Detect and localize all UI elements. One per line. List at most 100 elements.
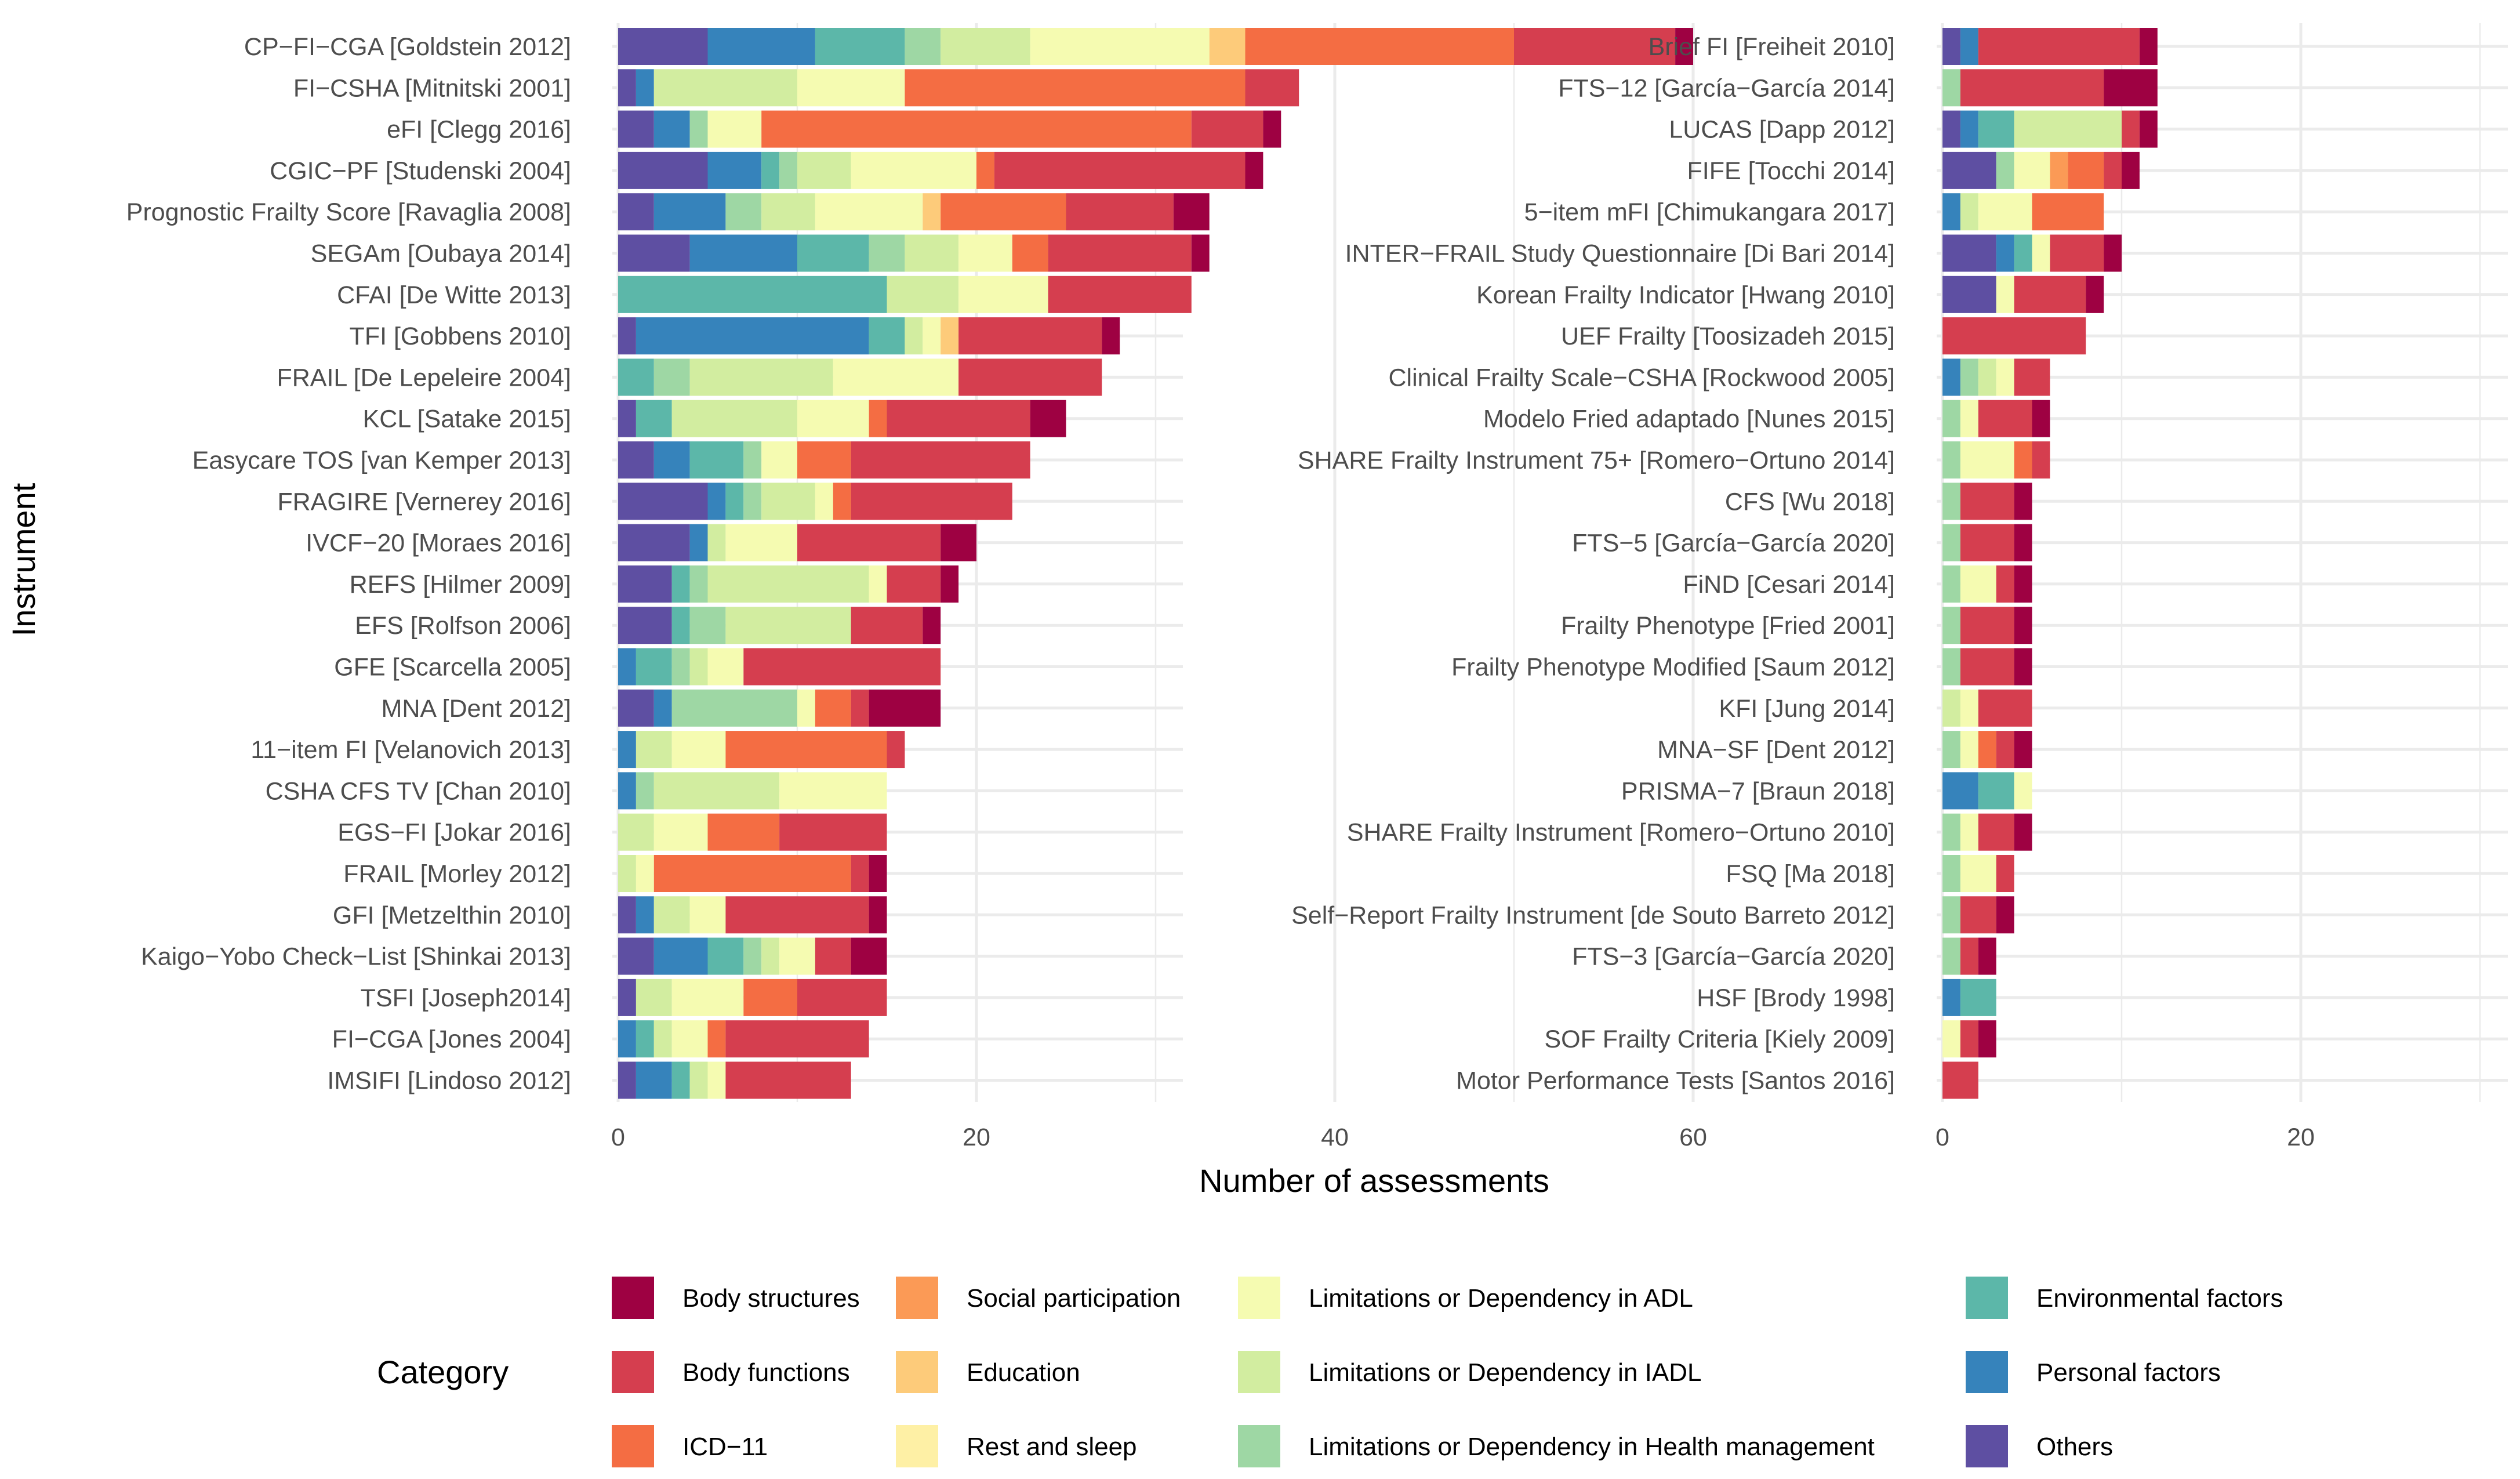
y-tick-label-segam-oubaya-2014: SEGAm [Oubaya 2014] <box>311 240 571 268</box>
bar-segment-fi-csha-mitnitski-2001-body-functions <box>1245 69 1299 107</box>
bar-segment-kcl-satake-2015-limitations-or-dependency-in-iadl <box>671 400 797 437</box>
y-tick-label-share-frailty-instrument-romero-ortuno-2010: SHARE Frailty Instrument [Romero−Ortuno … <box>1347 819 1895 847</box>
bar-segment-cp-fi-cga-goldstein-2012-others <box>618 28 708 65</box>
bar-segment-korean-frailty-indicator-hwang-2010-body-functions <box>2014 276 2086 313</box>
bar-segment-self-report-frailty-instrument-de-souto-barreto-2012-body-structures <box>1996 896 2014 934</box>
bar-segment-segam-oubaya-2014-body-functions <box>1048 234 1192 272</box>
bar-segment-mna-dent-2012-icd-11 <box>815 689 851 727</box>
bar-segment-tfi-gobbens-2010-environmental-factors <box>869 317 905 355</box>
y-tick-label-kcl-satake-2015: KCL [Satake 2015] <box>363 405 571 433</box>
bar-segment-mna-dent-2012-others <box>618 689 654 727</box>
y-tick-label-cfs-wu-2018: CFS [Wu 2018] <box>1725 488 1895 516</box>
bar-segment-efs-rolfson-2006-environmental-factors <box>671 607 690 644</box>
bar-segment-find-cesari-2014-body-structures <box>2014 565 2032 603</box>
y-tick-label-fts-3-garc-a-garc-a-2020: FTS−3 [García−García 2020] <box>1572 943 1895 971</box>
x-tick-label-1-20: 20 <box>2287 1123 2315 1151</box>
bar-segment-cp-fi-cga-goldstein-2012-limitations-or-dependency-in-health-management <box>905 28 941 65</box>
legend-swatch-education <box>896 1351 938 1393</box>
x-tick-label-0-60: 60 <box>1679 1123 1707 1151</box>
bar-segment-cfai-de-witte-2013-limitations-or-dependency-in-iadl <box>887 276 959 313</box>
y-tick-label-fragire-vernerey-2016: FRAGIRE [Vernerey 2016] <box>277 488 571 516</box>
bar-segment-fragire-vernerey-2016-body-functions <box>851 483 1012 520</box>
bar-segment-gfi-metzelthin-2010-limitations-or-dependency-in-adl <box>689 896 726 934</box>
bar-segment-mna-dent-2012-personal-factors <box>653 689 672 727</box>
bar-segment-kcl-satake-2015-environmental-factors <box>636 400 672 437</box>
bar-segment-5-item-mfi-chimukangara-2017-icd-11 <box>2032 193 2104 231</box>
bar-segment-fragire-vernerey-2016-limitations-or-dependency-in-iadl <box>761 483 815 520</box>
bar-segment-frail-de-lepeleire-2004-body-functions <box>958 358 1102 396</box>
legend-swatch-social-participation <box>896 1277 938 1319</box>
bar-segment-frailty-phenotype-modified-saum-2012-body-functions <box>1960 648 2014 686</box>
bar-segment-find-cesari-2014-limitations-or-dependency-in-health-management <box>1942 565 1960 603</box>
y-tick-label-self-report-frailty-instrument-de-souto-barreto-2012: Self−Report Frailty Instrument [de Souto… <box>1291 901 1895 929</box>
y-tick-label-brief-fi-freiheit-2010: Brief FI [Freiheit 2010] <box>1648 33 1895 61</box>
y-tick-label-motor-performance-tests-santos-2016: Motor Performance Tests [Santos 2016] <box>1456 1067 1895 1095</box>
x-tick-label-0-20: 20 <box>963 1123 990 1151</box>
y-tick-label-easycare-tos-van-kemper-2013: Easycare TOS [van Kemper 2013] <box>193 447 571 474</box>
bar-segment-cgic-pf-studenski-2004-icd-11 <box>976 151 994 189</box>
bar-segment-share-frailty-instrument-75-romero-ortuno-2014-body-functions <box>2032 441 2050 478</box>
bar-segment-cfai-de-witte-2013-environmental-factors <box>618 276 887 313</box>
bar-segment-frailty-phenotype-modified-saum-2012-limitations-or-dependency-in-health-management <box>1942 648 1960 686</box>
bar-segment-self-report-frailty-instrument-de-souto-barreto-2012-limitations-or-dependency-in-health-management <box>1942 896 1960 934</box>
bar-segment-inter-frail-study-questionnaire-di-bari-2014-personal-factors <box>1996 234 2014 272</box>
bar-segment-frailty-phenotype-fried-2001-body-functions <box>1960 607 2014 644</box>
bar-segment-tfi-gobbens-2010-education <box>941 317 959 355</box>
bar-segment-fi-cga-jones-2004-personal-factors <box>618 1020 636 1058</box>
bar-segment-frailty-phenotype-fried-2001-body-structures <box>2014 607 2032 644</box>
bar-segment-kfi-jung-2014-limitations-or-dependency-in-iadl <box>1942 689 1960 727</box>
y-tick-label-cgic-pf-studenski-2004: CGIC−PF [Studenski 2004] <box>270 157 571 185</box>
bar-segment-efi-clegg-2016-body-functions <box>1191 110 1263 148</box>
y-tick-label-mna-dent-2012: MNA [Dent 2012] <box>382 695 571 723</box>
y-tick-label-egs-fi-jokar-2016: EGS−FI [Jokar 2016] <box>337 819 571 847</box>
bar-segment-fsq-ma-2018-limitations-or-dependency-in-adl <box>1960 855 1996 892</box>
bar-segment-segam-oubaya-2014-limitations-or-dependency-in-adl <box>958 234 1012 272</box>
bar-segment-prognostic-frailty-score-ravaglia-2008-body-functions <box>1066 193 1174 231</box>
bar-segment-korean-frailty-indicator-hwang-2010-limitations-or-dependency-in-adl <box>1996 276 2014 313</box>
legend-swatch-others <box>1966 1425 2008 1467</box>
y-tick-label-prognostic-frailty-score-ravaglia-2008: Prognostic Frailty Score [Ravaglia 2008] <box>126 198 571 226</box>
bar-segment-11-item-fi-velanovich-2013-icd-11 <box>725 731 887 768</box>
bar-segment-refs-hilmer-2009-others <box>618 565 672 603</box>
bar-segment-gfi-metzelthin-2010-others <box>618 896 636 934</box>
bar-segment-cgic-pf-studenski-2004-personal-factors <box>707 151 762 189</box>
bar-segment-tsfi-joseph2014-others <box>618 978 636 1016</box>
bar-segment-frail-morley-2012-limitations-or-dependency-in-adl <box>636 855 654 892</box>
bar-segment-easycare-tos-van-kemper-2013-others <box>618 441 654 478</box>
y-tick-label-korean-frailty-indicator-hwang-2010: Korean Frailty Indicator [Hwang 2010] <box>1476 281 1895 309</box>
bar-segment-egs-fi-jokar-2016-body-functions <box>779 813 887 851</box>
bar-segment-mna-dent-2012-body-structures <box>869 689 941 727</box>
legend-label-others: Others <box>2036 1433 2113 1461</box>
bar-segment-lucas-dapp-2012-body-functions <box>2122 110 2140 148</box>
bar-segment-frail-de-lepeleire-2004-limitations-or-dependency-in-health-management <box>653 358 690 396</box>
bar-segment-share-frailty-instrument-romero-ortuno-2010-body-structures <box>2014 813 2032 851</box>
y-tick-label-fife-tocchi-2014: FIFE [Tocchi 2014] <box>1687 157 1896 185</box>
bar-segment-fi-csha-mitnitski-2001-limitations-or-dependency-in-iadl <box>653 69 797 107</box>
x-tick-label-1-0: 0 <box>1936 1123 1949 1151</box>
bar-segment-5-item-mfi-chimukangara-2017-personal-factors <box>1942 193 1960 231</box>
y-tick-label-kaigo-yobo-check-list-shinkai-2013: Kaigo−Yobo Check−List [Shinkai 2013] <box>141 943 571 971</box>
bar-segment-inter-frail-study-questionnaire-di-bari-2014-body-structures <box>2104 234 2122 272</box>
bar-segment-kaigo-yobo-check-list-shinkai-2013-limitations-or-dependency-in-iadl <box>761 937 780 975</box>
bar-segment-5-item-mfi-chimukangara-2017-limitations-or-dependency-in-adl <box>1978 193 2032 231</box>
bar-segment-gfe-scarcella-2005-limitations-or-dependency-in-health-management <box>671 648 690 686</box>
bar-segment-kcl-satake-2015-body-functions <box>887 400 1030 437</box>
y-tick-label-uef-frailty-toosizadeh-2015: UEF Frailty [Toosizadeh 2015] <box>1561 322 1895 350</box>
y-tick-label-tsfi-joseph2014: TSFI [Joseph2014] <box>361 984 571 1012</box>
bar-segment-fi-cga-jones-2004-environmental-factors <box>636 1020 654 1058</box>
y-tick-label-frailty-phenotype-modified-saum-2012: Frailty Phenotype Modified [Saum 2012] <box>1451 654 1895 682</box>
bar-segment-mna-sf-dent-2012-body-structures <box>2014 731 2032 768</box>
bar-segment-easycare-tos-van-kemper-2013-body-functions <box>851 441 1030 478</box>
bar-segment-fi-cga-jones-2004-icd-11 <box>707 1020 726 1058</box>
bar-segment-frail-morley-2012-body-functions <box>851 855 869 892</box>
bar-segment-find-cesari-2014-body-functions <box>1996 565 2014 603</box>
bar-segment-tsfi-joseph2014-icd-11 <box>743 978 797 1016</box>
bar-segment-cp-fi-cga-goldstein-2012-education <box>1209 28 1246 65</box>
bar-segment-ivcf-20-moraes-2016-limitations-or-dependency-in-adl <box>725 524 797 561</box>
legend-label-rest-and-sleep: Rest and sleep <box>967 1433 1137 1461</box>
bar-segment-fts-12-garc-a-garc-a-2014-body-functions <box>1960 69 2104 107</box>
bar-segment-brief-fi-freiheit-2010-body-functions <box>1978 28 2140 65</box>
bar-segment-share-frailty-instrument-75-romero-ortuno-2014-limitations-or-dependency-in-adl <box>1960 441 2014 478</box>
bar-segment-prisma-7-braun-2018-personal-factors <box>1942 772 1978 810</box>
bar-segment-clinical-frailty-scale-csha-rockwood-2005-personal-factors <box>1942 358 1960 396</box>
